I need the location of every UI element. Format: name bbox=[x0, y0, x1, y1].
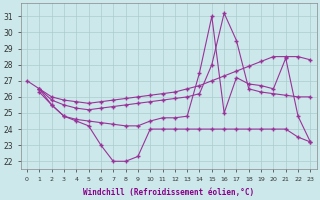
X-axis label: Windchill (Refroidissement éolien,°C): Windchill (Refroidissement éolien,°C) bbox=[83, 188, 254, 197]
